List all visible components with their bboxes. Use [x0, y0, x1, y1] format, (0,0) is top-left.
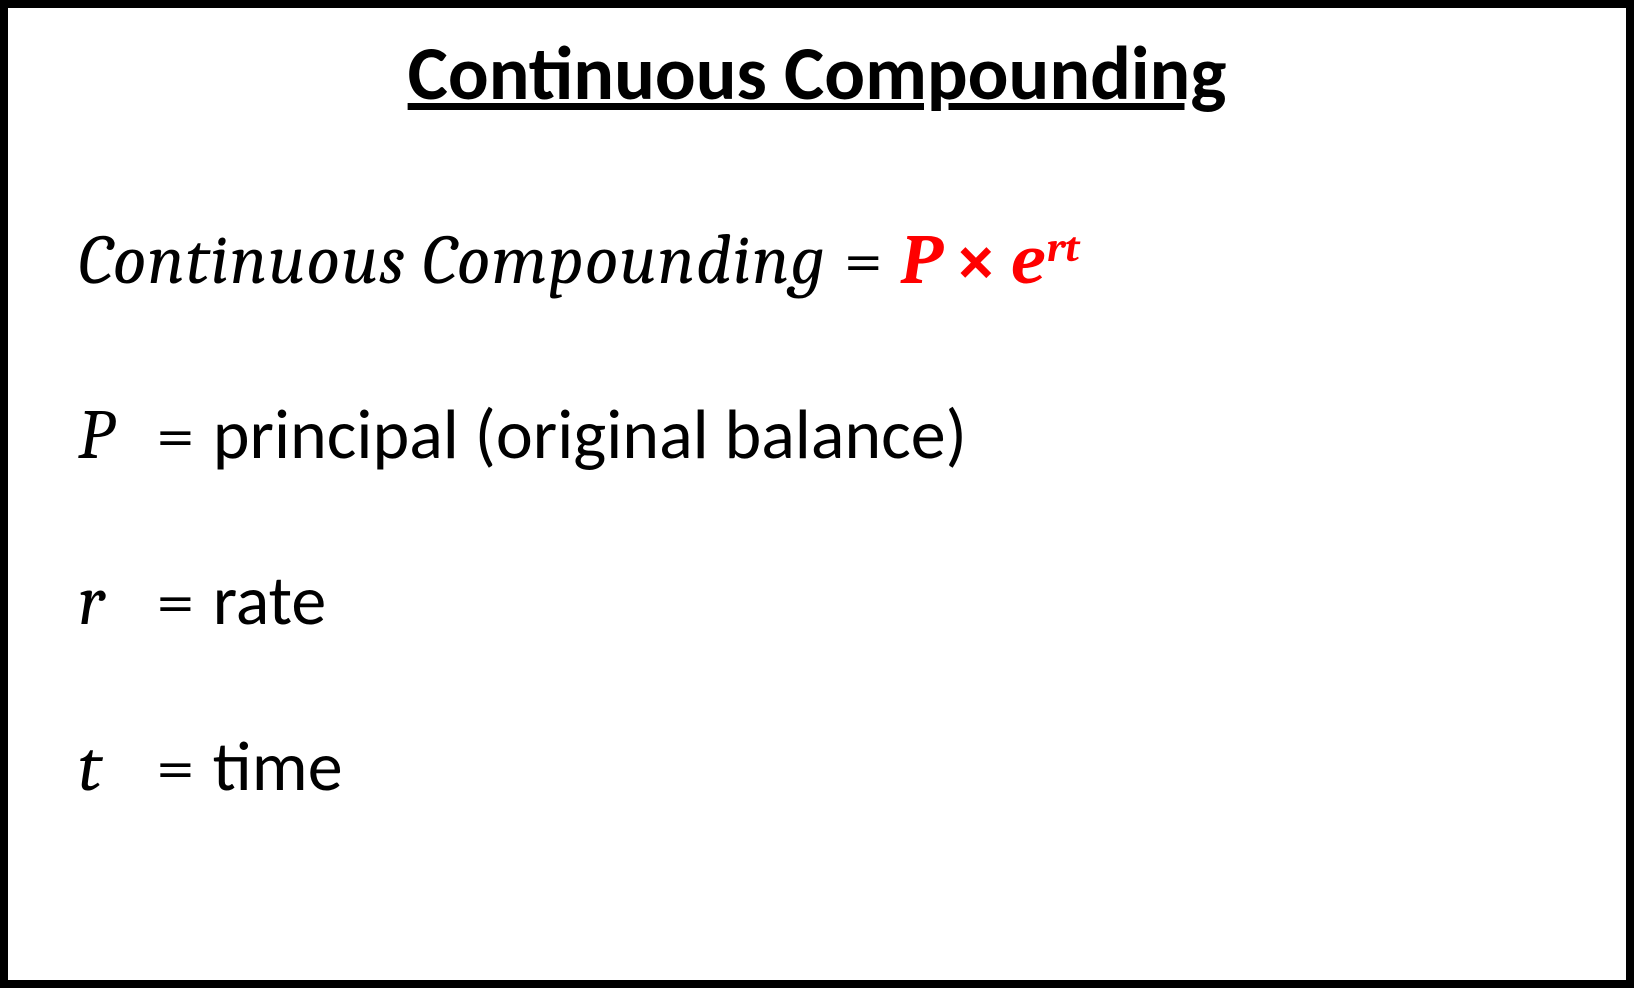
def-t-eq: =: [156, 727, 195, 808]
def-P-eq: =: [156, 395, 195, 476]
rhs-P: P: [901, 220, 941, 301]
rhs-times: ×: [955, 220, 996, 301]
definitions-list: P = principal (original balance) r = rat…: [78, 391, 1566, 809]
formula-line: Continuous Compounding = P × ert: [78, 220, 1566, 301]
formula-card: Continuous Compounding Continuous Compou…: [0, 0, 1634, 988]
def-r-eq: =: [156, 561, 195, 642]
formula-lhs: Continuous Compounding: [78, 220, 826, 301]
rhs-e: e: [1011, 220, 1045, 301]
def-P-symbol: P: [78, 395, 138, 476]
equals-sign: =: [844, 220, 883, 301]
def-r-text: rate: [213, 557, 326, 643]
def-P-text: principal (original balance): [213, 391, 967, 477]
def-t: t = time: [78, 723, 1566, 809]
card-title: Continuous Compounding: [68, 28, 1566, 120]
formula-rhs: P × ert: [901, 220, 1080, 301]
def-r: r = rate: [78, 557, 1566, 643]
def-P: P = principal (original balance): [78, 391, 1566, 477]
def-t-symbol: t: [78, 727, 138, 808]
rhs-exponent: rt: [1047, 225, 1080, 272]
def-r-symbol: r: [78, 561, 138, 642]
def-t-text: time: [213, 723, 343, 809]
